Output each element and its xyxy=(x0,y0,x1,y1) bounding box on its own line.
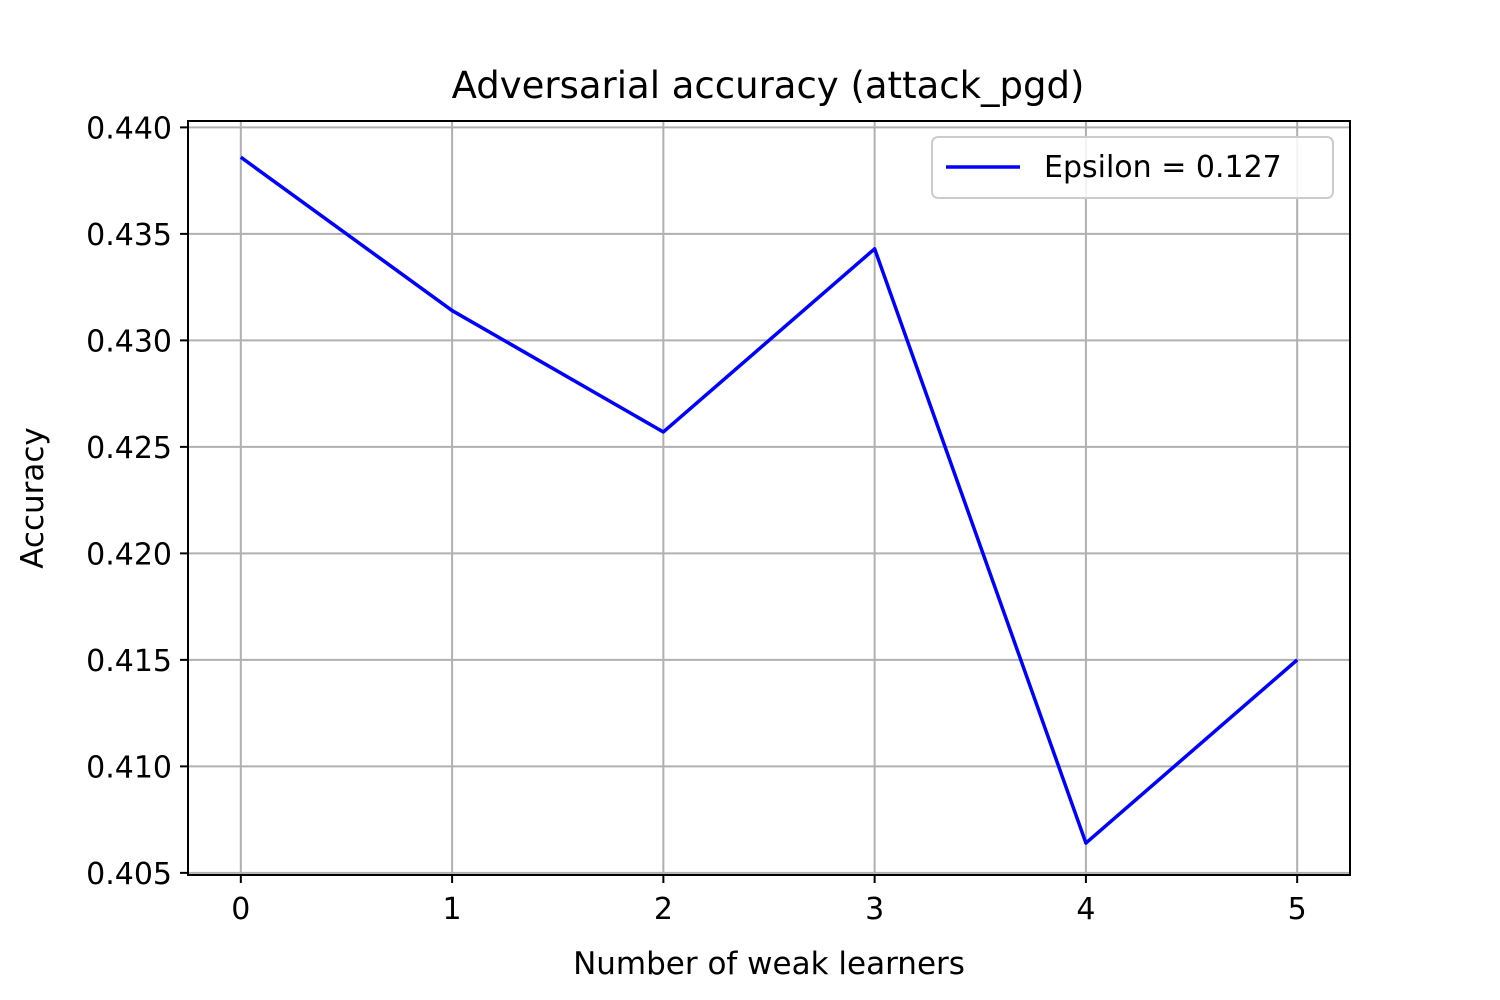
x-axis-label: Number of weak learners xyxy=(573,946,965,982)
legend: Epsilon = 0.127 xyxy=(931,136,1334,199)
y-tick-label: 0.440 xyxy=(86,111,172,146)
grid-lines xyxy=(188,121,1350,875)
y-axis-label: Accuracy xyxy=(15,427,51,569)
x-tick-label: 2 xyxy=(654,892,673,927)
x-tick-label: 3 xyxy=(865,892,884,927)
chart-title: Adversarial accuracy (attack_pgd) xyxy=(452,64,1085,107)
y-tick-label: 0.425 xyxy=(86,431,172,466)
x-tick-label: 5 xyxy=(1288,892,1307,927)
y-tick-label: 0.420 xyxy=(86,537,172,572)
y-tick-label: 0.435 xyxy=(86,218,172,253)
y-tick-label: 0.410 xyxy=(86,750,172,785)
legend-label: Epsilon = 0.127 xyxy=(1044,150,1282,185)
axis-ticks: 0 1 2 3 4 5 0.405 0.410 0.415 0.420 0.425 0.430 0.43… xyxy=(86,111,1307,927)
legend-box xyxy=(931,136,1334,199)
y-tick-label: 0.430 xyxy=(86,324,172,359)
plot-frame xyxy=(187,120,1351,876)
data-series xyxy=(239,155,1299,845)
series-line xyxy=(239,155,1299,845)
x-tick-label: 0 xyxy=(231,892,250,927)
y-tick-label: 0.415 xyxy=(86,644,172,679)
y-tick-label: 0.405 xyxy=(86,857,172,892)
x-tick-label: 4 xyxy=(1076,892,1095,927)
x-tick-label: 1 xyxy=(443,892,462,927)
